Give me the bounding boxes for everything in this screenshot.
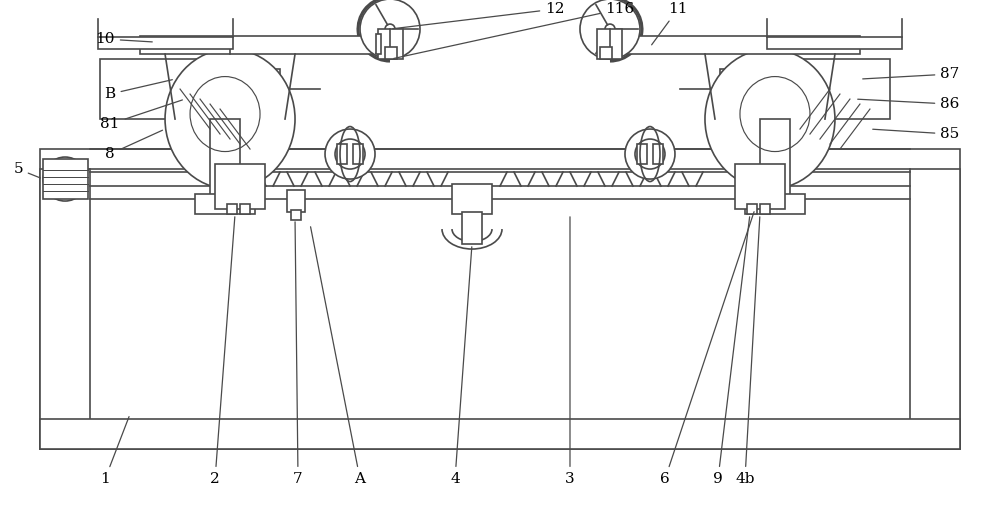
FancyBboxPatch shape [385, 47, 397, 59]
Circle shape [385, 24, 395, 34]
Circle shape [325, 129, 375, 179]
Text: 9: 9 [713, 217, 750, 486]
Text: 7: 7 [293, 222, 303, 486]
FancyBboxPatch shape [378, 29, 403, 59]
FancyBboxPatch shape [240, 204, 250, 214]
Text: 86: 86 [858, 97, 960, 111]
FancyBboxPatch shape [600, 47, 612, 59]
Circle shape [635, 139, 665, 169]
FancyBboxPatch shape [100, 59, 230, 119]
Circle shape [335, 139, 365, 169]
Text: 4b: 4b [735, 217, 760, 486]
FancyBboxPatch shape [747, 204, 757, 214]
FancyBboxPatch shape [745, 194, 805, 214]
FancyBboxPatch shape [43, 159, 88, 199]
Text: 87: 87 [863, 67, 960, 81]
FancyBboxPatch shape [767, 37, 902, 49]
Text: 10: 10 [95, 32, 152, 46]
Ellipse shape [165, 49, 295, 189]
FancyBboxPatch shape [910, 169, 960, 449]
Text: 11: 11 [652, 2, 688, 45]
FancyBboxPatch shape [40, 169, 90, 449]
FancyBboxPatch shape [230, 69, 280, 109]
FancyBboxPatch shape [760, 59, 890, 119]
Circle shape [43, 157, 87, 201]
Text: 5: 5 [13, 162, 40, 178]
FancyBboxPatch shape [291, 210, 301, 220]
FancyBboxPatch shape [720, 69, 770, 109]
Text: 116: 116 [394, 2, 635, 59]
FancyBboxPatch shape [462, 212, 482, 244]
FancyBboxPatch shape [760, 119, 790, 199]
Text: 6: 6 [660, 212, 754, 486]
FancyBboxPatch shape [287, 190, 305, 212]
Circle shape [580, 0, 640, 59]
FancyBboxPatch shape [620, 36, 860, 54]
Circle shape [625, 129, 675, 179]
Text: 8: 8 [105, 130, 163, 161]
Text: 85: 85 [873, 127, 960, 141]
Text: 81: 81 [100, 100, 182, 131]
FancyBboxPatch shape [353, 144, 363, 164]
FancyBboxPatch shape [140, 36, 380, 54]
FancyBboxPatch shape [597, 29, 622, 59]
FancyBboxPatch shape [653, 144, 663, 164]
Text: 3: 3 [565, 217, 575, 486]
FancyBboxPatch shape [337, 144, 347, 164]
Text: A: A [311, 227, 366, 486]
FancyBboxPatch shape [376, 34, 381, 54]
FancyBboxPatch shape [215, 164, 265, 209]
Circle shape [360, 0, 420, 59]
FancyBboxPatch shape [40, 419, 960, 449]
Text: 4: 4 [450, 247, 472, 486]
Text: 1: 1 [100, 416, 129, 486]
FancyBboxPatch shape [98, 37, 233, 49]
FancyBboxPatch shape [760, 204, 770, 214]
Circle shape [605, 24, 615, 34]
FancyBboxPatch shape [227, 204, 237, 214]
FancyBboxPatch shape [195, 194, 255, 214]
Text: 12: 12 [393, 2, 565, 29]
FancyBboxPatch shape [210, 119, 240, 199]
FancyBboxPatch shape [452, 184, 492, 214]
FancyBboxPatch shape [735, 164, 785, 209]
Text: B: B [104, 80, 172, 101]
FancyBboxPatch shape [637, 144, 647, 164]
Ellipse shape [705, 49, 835, 189]
Text: 2: 2 [210, 217, 235, 486]
